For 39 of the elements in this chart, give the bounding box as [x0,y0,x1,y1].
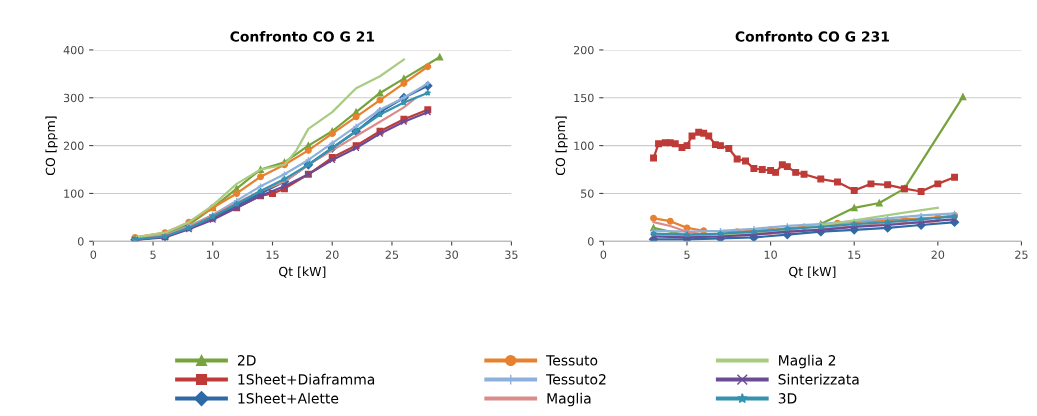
y-tick-label: 0 [588,237,594,246]
x-axis-title: Qt [kW] [279,266,326,278]
x-tick-label: 25 [1015,250,1028,259]
legend-label: 3D [778,393,797,404]
x-tick-label: 10 [764,250,777,259]
legend-label: 1Sheet+Diaframma [238,373,375,385]
chart-title: Confronto CO G 231 [735,31,889,42]
x-tick-label: 35 [505,250,518,259]
chart-title: Confronto CO G 21 [230,31,375,42]
x-tick-label: 5 [684,250,690,259]
x-tick-label: 0 [600,250,607,259]
y-tick-label: 100 [574,141,594,150]
x-tick-label: 0 [90,250,97,259]
x-tick-label: 20 [325,250,339,259]
y-tick-label: 300 [63,93,84,103]
y-tick-label: 100 [64,189,84,198]
legend-label: Sinterizzata [778,373,859,385]
legend-label: Tessuto [546,355,598,366]
legend-label: Tessuto2 [546,374,606,385]
x-tick-label: 20 [931,250,945,259]
y-tick-label: 200 [63,141,84,150]
y-tick-label: 200 [573,45,594,55]
y-axis-title: CO [ppm] [45,116,58,176]
x-tick-label: 30 [445,250,459,259]
x-tick-label: 15 [848,250,861,259]
legend-label: 2D [237,355,256,366]
legend-label: Maglia 2 [779,354,836,369]
x-tick-label: 25 [385,250,399,259]
y-tick-label: 400 [63,45,84,55]
y-tick-label: 50 [581,189,594,198]
x-tick-label: 10 [206,250,220,259]
legend-label: Maglia [547,392,591,407]
legend-label: 1Sheet+Alette [238,392,339,404]
x-axis-title: Qt [kW] [789,266,836,278]
x-tick-label: 15 [266,250,279,259]
y-tick-label: 0 [77,237,84,246]
x-tick-label: 5 [150,250,156,259]
y-tick-label: 150 [574,93,594,103]
y-axis-title: CO [ppm] [555,116,568,176]
